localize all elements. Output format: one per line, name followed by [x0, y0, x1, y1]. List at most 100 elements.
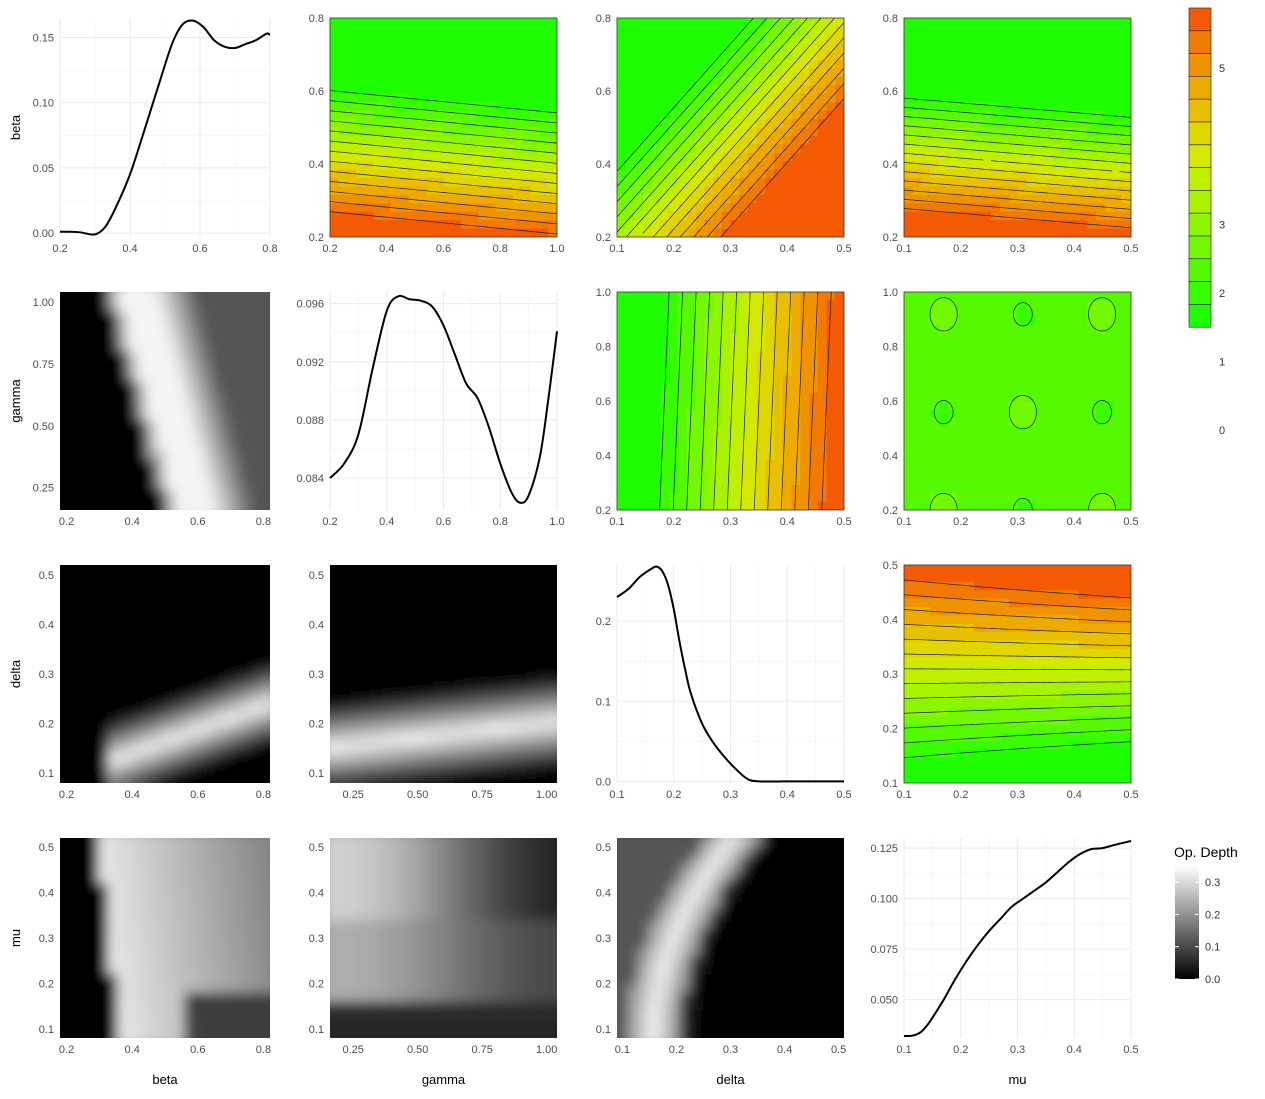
contour-cell — [1000, 85, 1009, 94]
contour-cell — [652, 102, 661, 111]
contour-cell — [948, 94, 957, 103]
contour-cell — [452, 26, 461, 35]
contour-cell — [669, 229, 678, 238]
contour-cell — [1000, 52, 1009, 61]
contour-line — [700, 153, 701, 154]
contour-cell — [913, 195, 922, 204]
contour-cell — [1122, 18, 1131, 27]
contour-cell — [818, 85, 827, 94]
contour-cell — [956, 18, 965, 27]
contour-cell — [478, 186, 487, 195]
y-tick-label: 0.1 — [596, 696, 611, 708]
contour-cell — [1009, 52, 1018, 61]
contour-cell — [522, 212, 531, 221]
contour-line — [708, 175, 709, 176]
contour-cell — [678, 229, 687, 238]
contour-line — [635, 211, 636, 212]
contour-cell — [939, 212, 948, 221]
contour-cell — [774, 229, 783, 238]
contour-cell — [513, 69, 522, 78]
contour-cell — [461, 35, 470, 44]
contour-cell — [757, 60, 766, 69]
contour-cell — [435, 43, 444, 52]
contour-cell — [939, 60, 948, 69]
contour-cell — [913, 111, 922, 120]
contour-cell — [409, 153, 418, 162]
contour-cell — [974, 94, 983, 103]
contour-cell — [1009, 220, 1018, 229]
contour-cell — [713, 18, 722, 27]
contour-cell — [382, 77, 391, 86]
contour-cell — [505, 203, 514, 212]
contour-cell — [634, 128, 643, 137]
contour-cell — [1105, 52, 1114, 61]
contour-cell — [1087, 170, 1096, 179]
contour-cell — [991, 229, 1000, 238]
contour-cell — [347, 43, 356, 52]
contour-cell — [347, 203, 356, 212]
contour-cell — [478, 35, 487, 44]
contour-cell — [704, 69, 713, 78]
contour-cell — [1087, 18, 1096, 27]
contour-cell — [983, 178, 992, 187]
contour-cell — [991, 77, 1000, 86]
contour-cell — [974, 111, 983, 120]
y-tick-label: 0.088 — [296, 415, 324, 427]
contour-cell — [1105, 119, 1114, 128]
contour-cell — [505, 220, 514, 229]
contour-line — [621, 197, 622, 198]
x-tick-label: 0.3 — [1010, 1044, 1025, 1056]
contour-cell — [991, 35, 1000, 44]
contour-cell — [522, 111, 531, 120]
contour-cell — [496, 178, 505, 187]
contour-cell — [548, 136, 557, 145]
contour-cell — [956, 161, 965, 170]
contour-cell — [626, 18, 635, 27]
contour-cell — [487, 195, 496, 204]
contour-cell — [1035, 161, 1044, 170]
contour-cell — [974, 35, 983, 44]
contour-cell — [330, 186, 339, 195]
contour-cell — [835, 203, 844, 212]
contour-cell — [496, 111, 505, 120]
contour-cell — [1087, 43, 1096, 52]
contour-cell — [1000, 111, 1009, 120]
contour-cell — [461, 195, 470, 204]
contour-cell — [330, 102, 339, 111]
contour-cell — [347, 144, 356, 153]
contour-cell — [1105, 43, 1114, 52]
contour-cell — [505, 153, 514, 162]
y-tick-label: 0.050 — [870, 995, 898, 1007]
contour-cell — [643, 195, 652, 204]
contour-cell — [435, 18, 444, 27]
contour-cell — [1079, 18, 1088, 27]
contour-cell — [505, 69, 514, 78]
contour-cell — [678, 18, 687, 27]
contour-cell — [913, 26, 922, 35]
contour-cell — [382, 52, 391, 61]
contour-cell — [818, 178, 827, 187]
contour-cell — [818, 153, 827, 162]
contour-cell — [827, 136, 836, 145]
contour-cell — [939, 220, 948, 229]
contour-cell — [356, 229, 365, 238]
contour-cell — [1105, 77, 1114, 86]
y-tick-label: 0.0 — [596, 776, 611, 788]
contour-line — [662, 135, 663, 136]
contour-cell — [548, 203, 557, 212]
contour-cell — [661, 153, 670, 162]
contour-cell — [513, 94, 522, 103]
contour-cell — [704, 18, 713, 27]
contour-cell — [617, 52, 626, 61]
contour-cell — [365, 153, 374, 162]
contour-cell — [722, 69, 731, 78]
contour-cell — [478, 85, 487, 94]
contour-cell — [626, 85, 635, 94]
contour-cell — [930, 229, 939, 238]
contour-cell — [1000, 212, 1009, 221]
contour-cell — [417, 94, 426, 103]
contour-cell — [382, 136, 391, 145]
contour-cell — [522, 161, 531, 170]
contour-cell — [1061, 220, 1070, 229]
contour-cell — [505, 77, 514, 86]
